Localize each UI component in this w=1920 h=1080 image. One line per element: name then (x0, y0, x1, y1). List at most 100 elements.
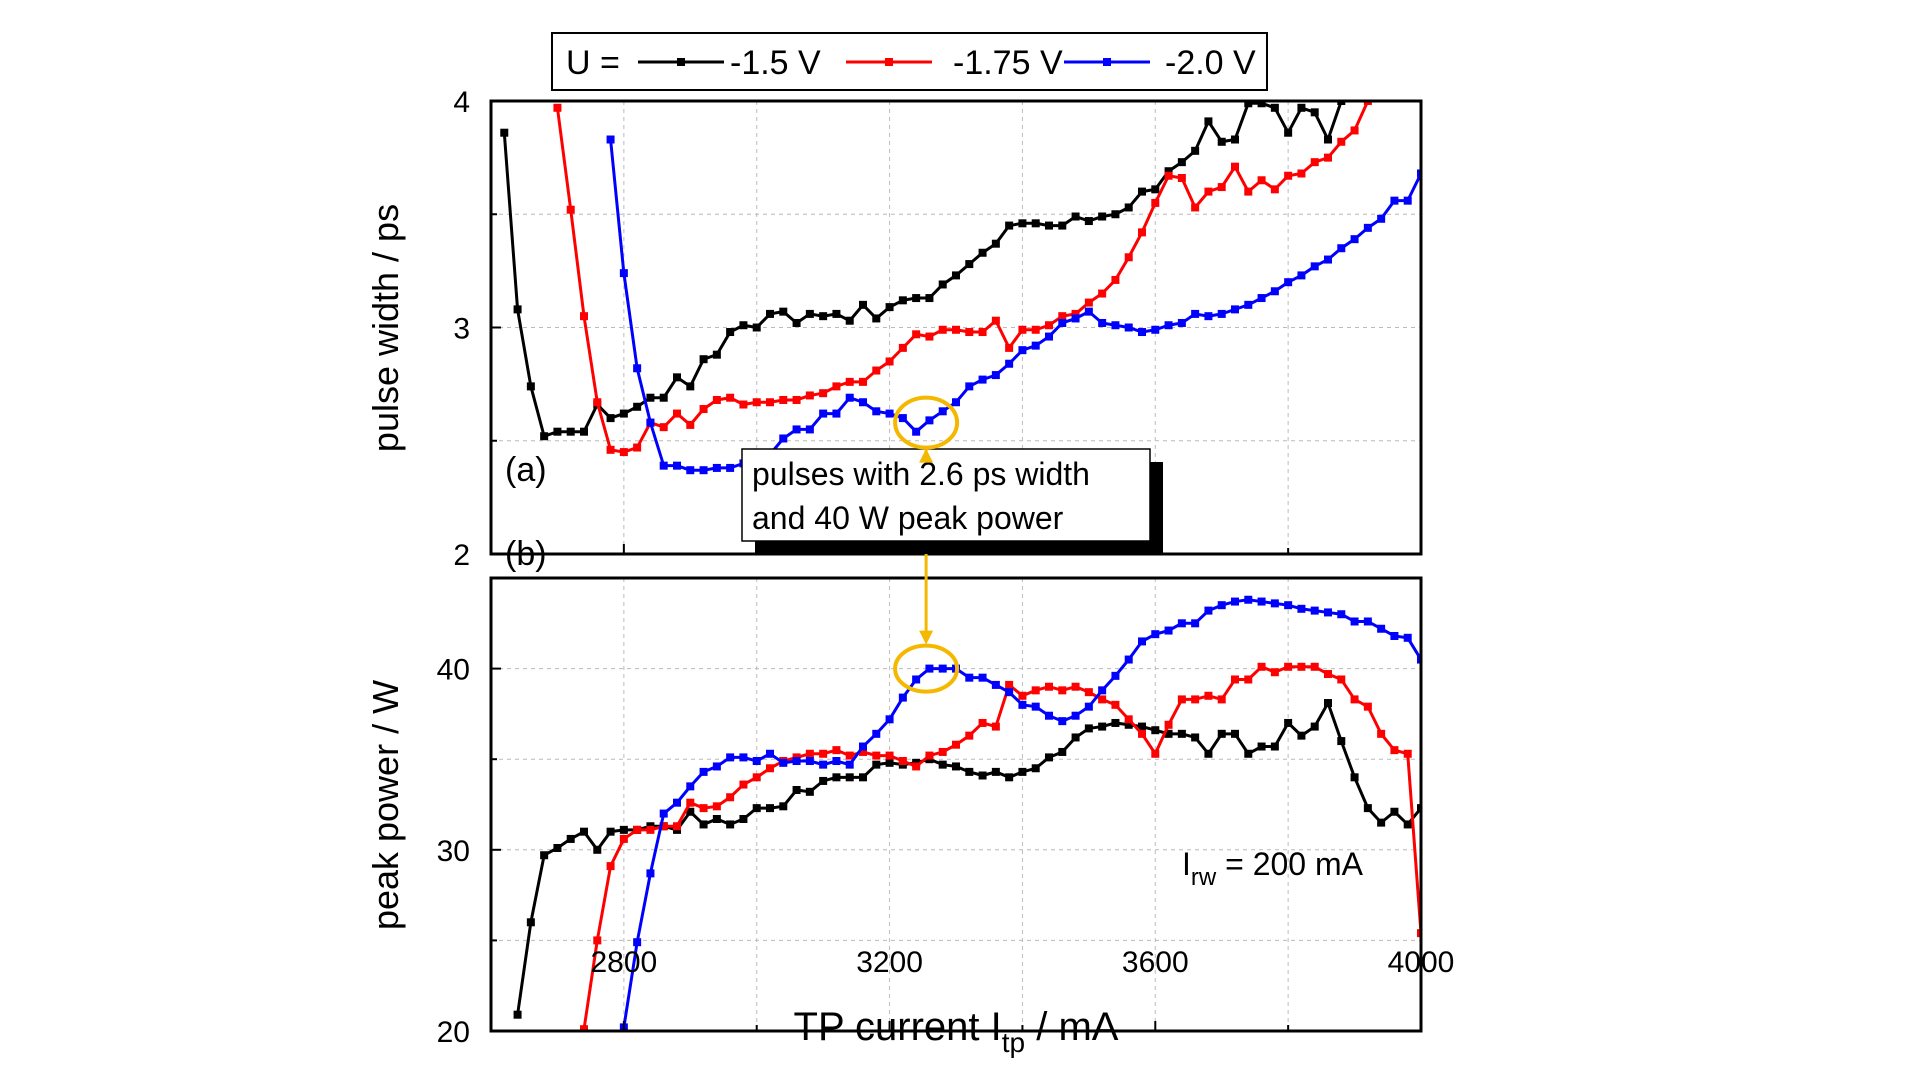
data-point (1058, 686, 1067, 695)
data-point (1350, 695, 1359, 704)
data-point (1058, 312, 1067, 321)
data-point (912, 427, 921, 436)
data-point (1217, 309, 1226, 318)
data-point (859, 398, 867, 407)
data-point (1138, 187, 1146, 196)
x-axis-title: TP current Itp / mA (794, 1005, 1119, 1058)
data-point (1403, 749, 1412, 758)
data-point (872, 751, 881, 760)
data-point (1337, 675, 1346, 684)
data-point (1284, 662, 1293, 671)
data-point (1018, 219, 1027, 228)
data-point (1191, 146, 1200, 155)
data-point (1244, 300, 1253, 309)
data-point (885, 357, 894, 366)
data-point (1324, 670, 1332, 679)
data-point (1058, 717, 1067, 726)
data-point (619, 409, 628, 418)
data-point (965, 767, 974, 776)
series-line (582, 665, 1421, 1030)
annotation: pulses with 2.6 ps width and 40 W peak p… (741, 395, 1163, 694)
data-point (1284, 171, 1293, 180)
data-point (1191, 733, 1200, 742)
data-point (1310, 158, 1319, 167)
grid (491, 101, 1421, 1031)
data-point (805, 757, 814, 766)
data-point (1337, 101, 1346, 105)
irw-label: Irw = 200 mA (1182, 846, 1364, 891)
data-point (1177, 695, 1186, 704)
data-point (1177, 318, 1186, 327)
data-point (1363, 223, 1372, 232)
data-point (912, 675, 921, 684)
data-point (1045, 711, 1053, 720)
data-point (1363, 101, 1372, 105)
irw-label-tail: = 200 mA (1216, 846, 1363, 882)
data-point (1177, 174, 1186, 183)
data-point (1005, 680, 1014, 689)
data-point (580, 427, 588, 436)
data-point (1204, 691, 1213, 700)
irw-label-main: I (1182, 846, 1191, 882)
data-point (925, 332, 934, 341)
legend-entry-label: -2.0 V (1165, 44, 1256, 82)
data-point (513, 305, 522, 314)
x-tick-label: 3200 (856, 946, 923, 979)
data-point (965, 731, 974, 740)
data-point (1111, 700, 1120, 709)
data-point (726, 463, 735, 472)
highlight-circle-b (893, 643, 960, 694)
data-point (699, 405, 708, 414)
data-point (1138, 722, 1146, 731)
data-point (646, 825, 655, 834)
panel-a-label: (a) (505, 451, 547, 489)
data-point (832, 309, 841, 318)
data-point (1390, 196, 1399, 205)
data-point (779, 307, 788, 316)
arrow-down-head (919, 630, 934, 645)
data-point (1324, 153, 1332, 162)
x-tick-label: 2800 (590, 946, 657, 979)
data-point (1403, 196, 1412, 205)
data-point (566, 205, 575, 214)
data-point (1284, 128, 1293, 137)
x-axis-title-sub: tp (1002, 1027, 1025, 1058)
series-b-1 (580, 662, 1421, 1031)
data-point (1151, 198, 1160, 207)
data-point (712, 350, 721, 359)
data-point (805, 787, 814, 796)
data-point (752, 804, 761, 813)
data-point (1204, 187, 1213, 196)
data-point (1005, 773, 1014, 782)
data-point (872, 729, 881, 738)
data-point (952, 398, 960, 407)
data-point (686, 420, 695, 429)
data-point (805, 309, 814, 318)
data-point (1377, 729, 1386, 738)
data-point (1177, 158, 1186, 167)
data-point (1138, 228, 1146, 237)
data-point (659, 822, 668, 831)
data-point (633, 825, 642, 834)
data-point (1084, 688, 1093, 697)
data-point (1124, 203, 1133, 212)
data-point (526, 918, 535, 927)
data-point (1045, 321, 1053, 330)
data-point (1257, 742, 1266, 751)
legend: U = -1.5 V -1.75 V -2.0 V (551, 32, 1268, 91)
data-point (606, 135, 615, 144)
data-point (766, 749, 774, 758)
data-point (766, 398, 774, 407)
data-point (938, 325, 947, 334)
data-point (1417, 169, 1421, 178)
data-point (1403, 820, 1412, 829)
data-point (779, 758, 788, 767)
data-point (779, 434, 788, 443)
data-point (1310, 662, 1319, 671)
data-point (619, 834, 628, 843)
data-point (606, 414, 615, 423)
data-point (965, 328, 974, 337)
data-point (1244, 595, 1253, 604)
data-point (1177, 619, 1186, 628)
data-point (859, 747, 867, 756)
